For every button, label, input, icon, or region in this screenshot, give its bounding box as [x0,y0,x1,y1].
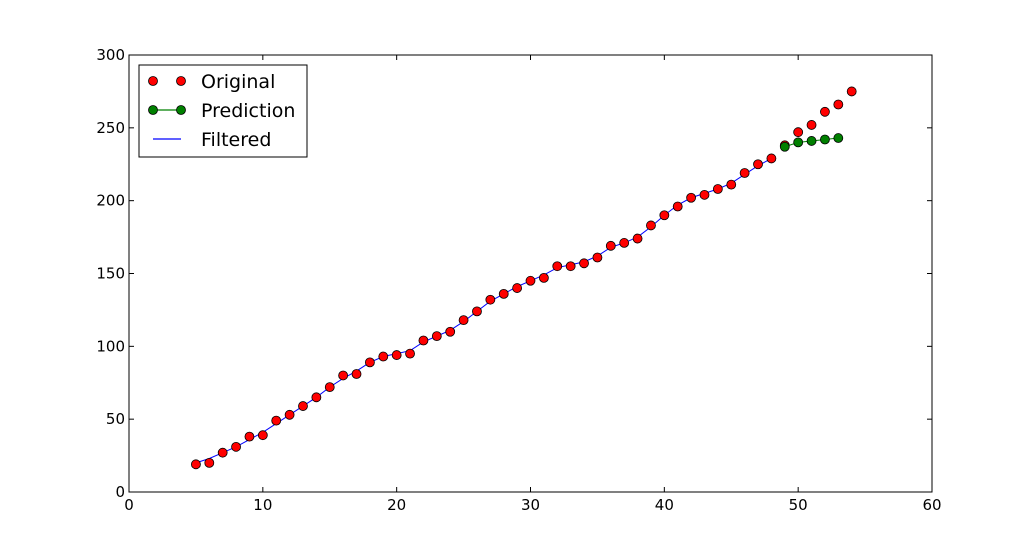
legend-marker [148,76,158,86]
original-point [565,261,576,272]
original-point [753,159,763,170]
original-point [833,99,844,110]
original-point [820,106,830,117]
original-point [364,357,375,368]
y-tick-label: 0 [115,483,125,501]
original-point [552,261,563,272]
original-point [632,233,643,244]
original-point [686,192,696,203]
original-point [204,457,215,468]
y-tick-label: 100 [96,337,125,355]
y-tick-label: 50 [106,410,125,428]
x-tick-label: 0 [124,496,134,514]
legend-label: Prediction [201,100,295,122]
original-point [538,272,549,283]
x-tick-label: 30 [521,496,540,514]
original-point [739,168,750,178]
original-point [231,441,241,452]
original-point [405,348,415,359]
legend-label: Filtered [201,129,271,151]
filtered-line [195,157,772,464]
legend-entry-filtered: Filtered [153,129,271,151]
series-prediction [779,133,844,152]
original-point [592,252,603,263]
original-point [351,369,362,379]
original-point [324,382,335,393]
x-tick-label: 40 [655,496,674,514]
original-point [672,201,683,212]
x-tick-label: 10 [253,496,272,514]
original-point [699,189,710,200]
legend-marker [176,105,186,115]
series-filtered [195,157,772,464]
original-point [485,294,496,305]
original-point [579,258,589,269]
original-point [271,415,282,426]
y-tick-label: 150 [96,265,125,283]
original-point [846,86,857,97]
original-point [191,459,201,470]
original-point [244,431,255,442]
prediction-point [833,133,844,143]
y-tick-label: 200 [96,192,125,210]
prediction-point [779,141,790,152]
x-tick-label: 60 [922,496,941,514]
legend-marker [148,105,158,115]
original-point [605,240,616,251]
legend-box [138,64,308,158]
x-tick-label: 50 [789,496,808,514]
original-point [391,350,402,360]
original-point [525,275,536,286]
x-tick-label: 20 [387,496,406,514]
legend: Original Prediction Filtered [138,64,308,158]
series-layer [191,86,857,470]
original-point [619,238,630,248]
y-tick-label: 250 [96,119,125,137]
original-point [458,315,469,326]
original-point [298,401,308,411]
legend-label: Original [201,71,275,93]
original-point [445,326,456,337]
original-point [498,288,509,299]
original-point [418,335,429,346]
legend-entry-original: Original [148,71,275,93]
axis-ticks [128,54,933,493]
y-tick-label: 300 [96,46,125,64]
prediction-point [793,137,804,148]
legend-entry-prediction: Prediction [148,100,295,122]
original-point [217,447,228,458]
original-point [793,127,804,138]
series-original [191,86,857,470]
original-point [431,331,442,342]
original-point [378,351,389,362]
original-point [472,306,482,317]
original-point [311,392,322,403]
original-point [712,184,723,194]
legend-marker [176,76,186,86]
original-point [646,220,656,231]
original-point [512,283,523,293]
axis-tick-labels: 0 10 20 30 40 50 60 0 50 100 150 200 250 300 [96,46,941,514]
prediction-point [806,136,817,146]
original-point [766,153,777,164]
original-point [659,210,670,221]
original-point [338,370,349,381]
original-point [284,409,295,420]
original-point [806,120,817,130]
prediction-point [820,134,830,145]
original-point [257,430,268,441]
original-point [726,179,737,190]
